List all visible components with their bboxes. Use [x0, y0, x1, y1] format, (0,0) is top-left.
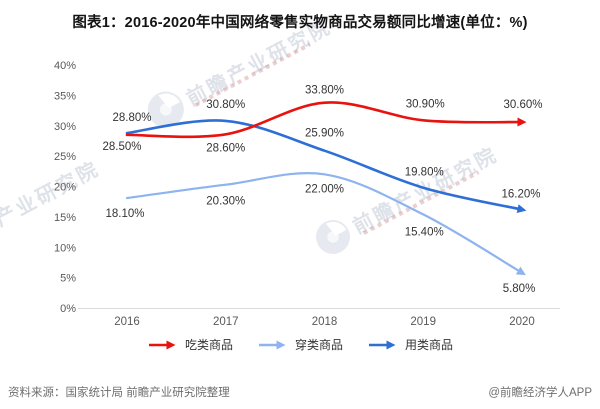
chart-title: 图表1：2016-2020年中国网络零售实物商品交易额同比增速(单位：%) [72, 15, 528, 31]
data-label: 33.80% [305, 85, 344, 97]
source-note: 资料来源：国家统计局 前瞻产业研究院整理 [8, 387, 230, 399]
chart-legend: 吃类商品 穿类商品 用类商品 [0, 336, 600, 353]
legend-label: 吃类商品 [184, 338, 233, 352]
y-axis-tick: 25% [54, 151, 76, 163]
data-label: 30.90% [406, 98, 445, 110]
data-label: 5.80% [503, 283, 536, 295]
y-axis-tick: 35% [54, 90, 76, 102]
y-axis-tick: 20% [54, 182, 76, 194]
legend-arrow-icon [148, 340, 176, 349]
footer: 资料来源：国家统计局 前瞻产业研究院整理 @前瞻经济学人APP [8, 384, 592, 400]
legend-item-clothing[interactable]: 穿类商品 [257, 336, 343, 353]
series-line-吃类商品 [125, 101, 527, 139]
y-axis-tick: 15% [54, 212, 76, 224]
data-label: 18.10% [105, 208, 144, 220]
x-axis-tick: 2017 [213, 316, 239, 328]
y-axis-tick: 0% [60, 303, 76, 315]
data-label: 22.00% [305, 183, 344, 195]
data-label: 16.20% [501, 189, 540, 201]
x-axis-tick: 2020 [509, 316, 535, 328]
data-label: 28.50% [102, 141, 141, 153]
x-axis-tick: 2019 [410, 316, 436, 328]
x-axis-tick: 2016 [114, 316, 140, 328]
legend-label: 用类商品 [405, 338, 454, 352]
data-label: 30.60% [503, 99, 542, 111]
series-line-用类商品 [125, 119, 527, 214]
credit-note: @前瞻经济学人APP [488, 387, 592, 399]
data-label: 25.90% [305, 128, 344, 140]
data-label: 15.40% [405, 226, 444, 238]
legend-arrow-icon [369, 340, 396, 349]
legend-label: 穿类商品 [294, 338, 343, 352]
legend-item-food[interactable]: 吃类商品 [147, 336, 233, 353]
legend-arrow-icon [258, 340, 286, 349]
legend-item-household[interactable]: 用类商品 [367, 336, 453, 353]
data-label: 28.60% [206, 142, 245, 154]
y-axis-tick: 30% [54, 121, 76, 133]
y-axis-tick: 10% [54, 242, 76, 254]
data-label: 30.80% [206, 99, 245, 111]
y-axis-tick: 5% [60, 273, 76, 285]
y-axis-tick: 40% [54, 60, 76, 72]
data-label: 20.30% [206, 196, 245, 208]
series-line-穿类商品 [125, 171, 526, 276]
data-label: 19.80% [405, 167, 444, 179]
data-label: 28.80% [112, 112, 151, 124]
x-axis-tick: 2018 [312, 316, 338, 328]
